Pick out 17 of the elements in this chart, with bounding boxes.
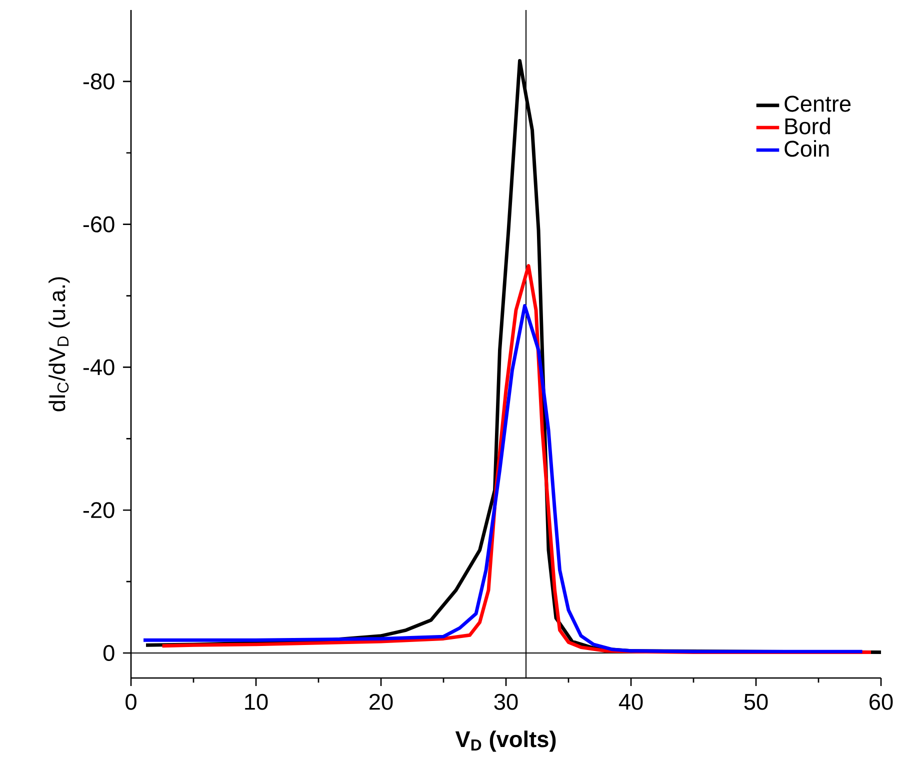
legend-label: Coin <box>784 140 829 157</box>
legend-label: Centre <box>784 96 851 112</box>
y-tick-label: 0 <box>103 644 114 662</box>
legend-label: Bord <box>785 118 830 134</box>
x-tick-label: 20 <box>370 694 393 710</box>
x-tick-label: 0 <box>126 694 136 710</box>
x-tick-label: 40 <box>618 694 643 710</box>
x-tick-label: 10 <box>245 694 268 710</box>
y-tick-label: -20 <box>83 502 114 518</box>
y-axis-title: dI$_{C}$/dV$_{D}$ (u.a.) <box>48 277 70 412</box>
y-tick-label: -60 <box>83 216 114 232</box>
y-tick-label: -40 <box>83 359 114 376</box>
x-tick-label: 60 <box>870 694 893 710</box>
y-tick-label: -80 <box>83 73 114 90</box>
x-tick-label: 50 <box>744 694 768 710</box>
x-tick-label: 30 <box>494 694 518 710</box>
x-axis-title: V$_{D}$ (volts) <box>455 730 556 752</box>
